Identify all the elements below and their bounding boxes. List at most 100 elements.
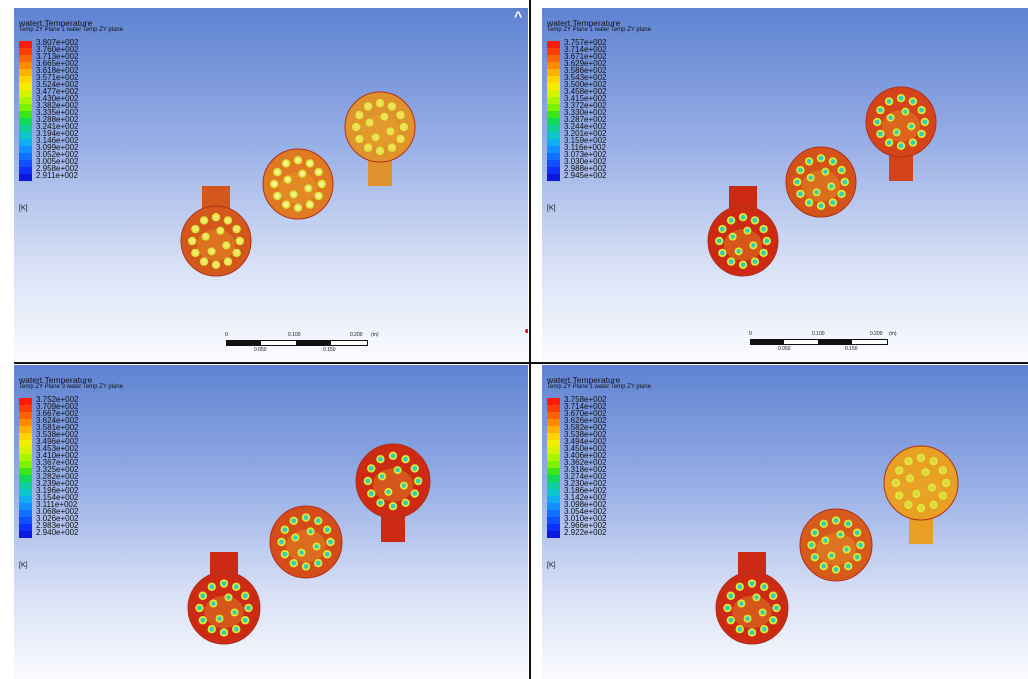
legend-tick: 3.709e+002 xyxy=(36,402,79,411)
viewport-panel-2[interactable]: watert.Temperature Temp ZY Plane 1 water… xyxy=(542,8,1028,361)
tube-hole xyxy=(291,560,297,566)
color-legend-bar xyxy=(547,398,560,538)
color-legend-bar xyxy=(19,41,32,181)
tube-hole xyxy=(794,179,800,185)
tube-hole xyxy=(808,175,813,180)
tube-hole xyxy=(378,500,383,506)
legend-tick: 3.500e+002 xyxy=(564,80,607,89)
tube-hole xyxy=(308,529,313,534)
legend-tick: 3.372e+002 xyxy=(564,101,607,110)
tube-hole xyxy=(809,542,814,548)
tube-hole xyxy=(388,129,393,134)
legend-swatch xyxy=(547,41,560,48)
legend-swatch xyxy=(19,496,32,503)
tube-hole xyxy=(877,107,883,113)
legend-tick: 3.010e+002 xyxy=(564,514,607,523)
tube-hole xyxy=(823,538,828,543)
legend-tick: 3.458e+002 xyxy=(564,87,607,96)
legend-swatch xyxy=(547,419,560,426)
tube-hole xyxy=(282,551,288,557)
tube-hole xyxy=(386,489,391,495)
tube-hole xyxy=(898,95,904,101)
legend-swatch xyxy=(19,461,32,468)
legend-tick: 3.543e+002 xyxy=(564,73,607,82)
scale-bar: 0 0.100 0.200 (m) 0.050 0.150 xyxy=(749,331,900,355)
legend-swatch xyxy=(547,398,560,405)
tube-hole xyxy=(812,554,818,560)
legend-tick: 3.713e+002 xyxy=(36,52,79,61)
tube-hole xyxy=(886,98,892,104)
tube-hole xyxy=(874,119,880,125)
variable-title: watert.Temperature xyxy=(547,375,621,385)
legend-swatch xyxy=(547,482,560,489)
tube-hole xyxy=(412,491,418,496)
legend-swatch xyxy=(19,118,32,125)
tube-hole xyxy=(224,243,229,248)
tube-hole xyxy=(401,483,407,488)
tube-hole xyxy=(728,617,734,623)
legend-swatch xyxy=(547,167,560,174)
tube-plate-disc xyxy=(187,571,261,645)
tube-hole xyxy=(806,158,812,164)
tube-hole xyxy=(844,547,849,552)
scale-sublabel: 0.150 xyxy=(323,347,336,353)
legend-tick: 3.410e+002 xyxy=(36,451,79,460)
legend-tick: 3.586e+002 xyxy=(564,66,607,75)
viewport-panel-4[interactable]: watert.Temperature Temp ZY Plane 1 water… xyxy=(542,365,1028,679)
legend-swatch xyxy=(547,83,560,90)
tube-hole xyxy=(918,455,924,461)
tube-hole xyxy=(389,103,395,109)
legend-tick: 3.477e+002 xyxy=(36,87,79,96)
tube-hole xyxy=(812,530,818,536)
legend-tick: 3.524e+002 xyxy=(36,80,79,89)
tube-hole xyxy=(353,124,359,130)
tube-hole xyxy=(209,626,215,632)
legend-tick: 2.966e+002 xyxy=(564,521,607,530)
legend-tick: 3.667e+002 xyxy=(36,409,79,418)
tube-plate-disc xyxy=(269,505,343,579)
scale-label: 0.100 xyxy=(288,332,301,338)
tube-hole xyxy=(232,610,237,615)
tube-hole xyxy=(303,564,309,569)
tube-hole xyxy=(234,250,240,256)
tube-hole xyxy=(922,119,928,125)
tube-hole xyxy=(818,203,824,209)
legend-tick: 3.230e+002 xyxy=(564,479,607,488)
tube-plate-disc xyxy=(355,443,431,519)
legend-tick: 2.958e+002 xyxy=(36,164,79,173)
tube-hole xyxy=(754,595,759,600)
vertical-divider xyxy=(529,0,531,679)
unit-label: [K] xyxy=(19,205,28,212)
tube-hole xyxy=(315,560,321,566)
legend-tick: 3.618e+002 xyxy=(36,66,79,75)
legend-swatch xyxy=(19,426,32,433)
tube-hole xyxy=(770,593,776,599)
tube-hole xyxy=(893,480,899,486)
marker-dot xyxy=(525,329,528,333)
legend-swatch xyxy=(547,160,560,167)
legend-tick: 3.146e+002 xyxy=(36,136,79,145)
legend-tick: 3.406e+002 xyxy=(564,451,607,460)
legend-swatch xyxy=(547,531,560,538)
caret-up-icon[interactable]: ^ xyxy=(514,8,523,24)
scale-sublabel: 0.150 xyxy=(845,346,858,352)
viewport-panel-3[interactable]: watert.Temperature Temp ZY Plane 3 water… xyxy=(14,365,528,679)
legend-swatch xyxy=(19,132,32,139)
tube-hole xyxy=(906,502,911,508)
tube-hole xyxy=(736,249,741,254)
tube-hole xyxy=(200,617,206,623)
legend-tick: 3.186e+002 xyxy=(564,486,607,495)
tube-hole xyxy=(845,563,851,569)
tube-hole xyxy=(838,532,843,537)
legend-tick: 3.807e+002 xyxy=(36,38,79,47)
tube-hole xyxy=(189,238,195,244)
legend-tick: 2.940e+002 xyxy=(36,528,79,537)
viewport-panel-1[interactable]: watert.Temperature Temp ZY Plane 1 water… xyxy=(14,8,528,361)
legend-swatch xyxy=(547,503,560,510)
legend-tick: 3.111e+002 xyxy=(36,500,78,509)
tube-hole xyxy=(300,171,305,176)
tube-hole xyxy=(770,617,776,623)
legend-swatch xyxy=(19,503,32,510)
tube-hole xyxy=(271,181,277,187)
tube-plate-disc xyxy=(715,571,789,645)
